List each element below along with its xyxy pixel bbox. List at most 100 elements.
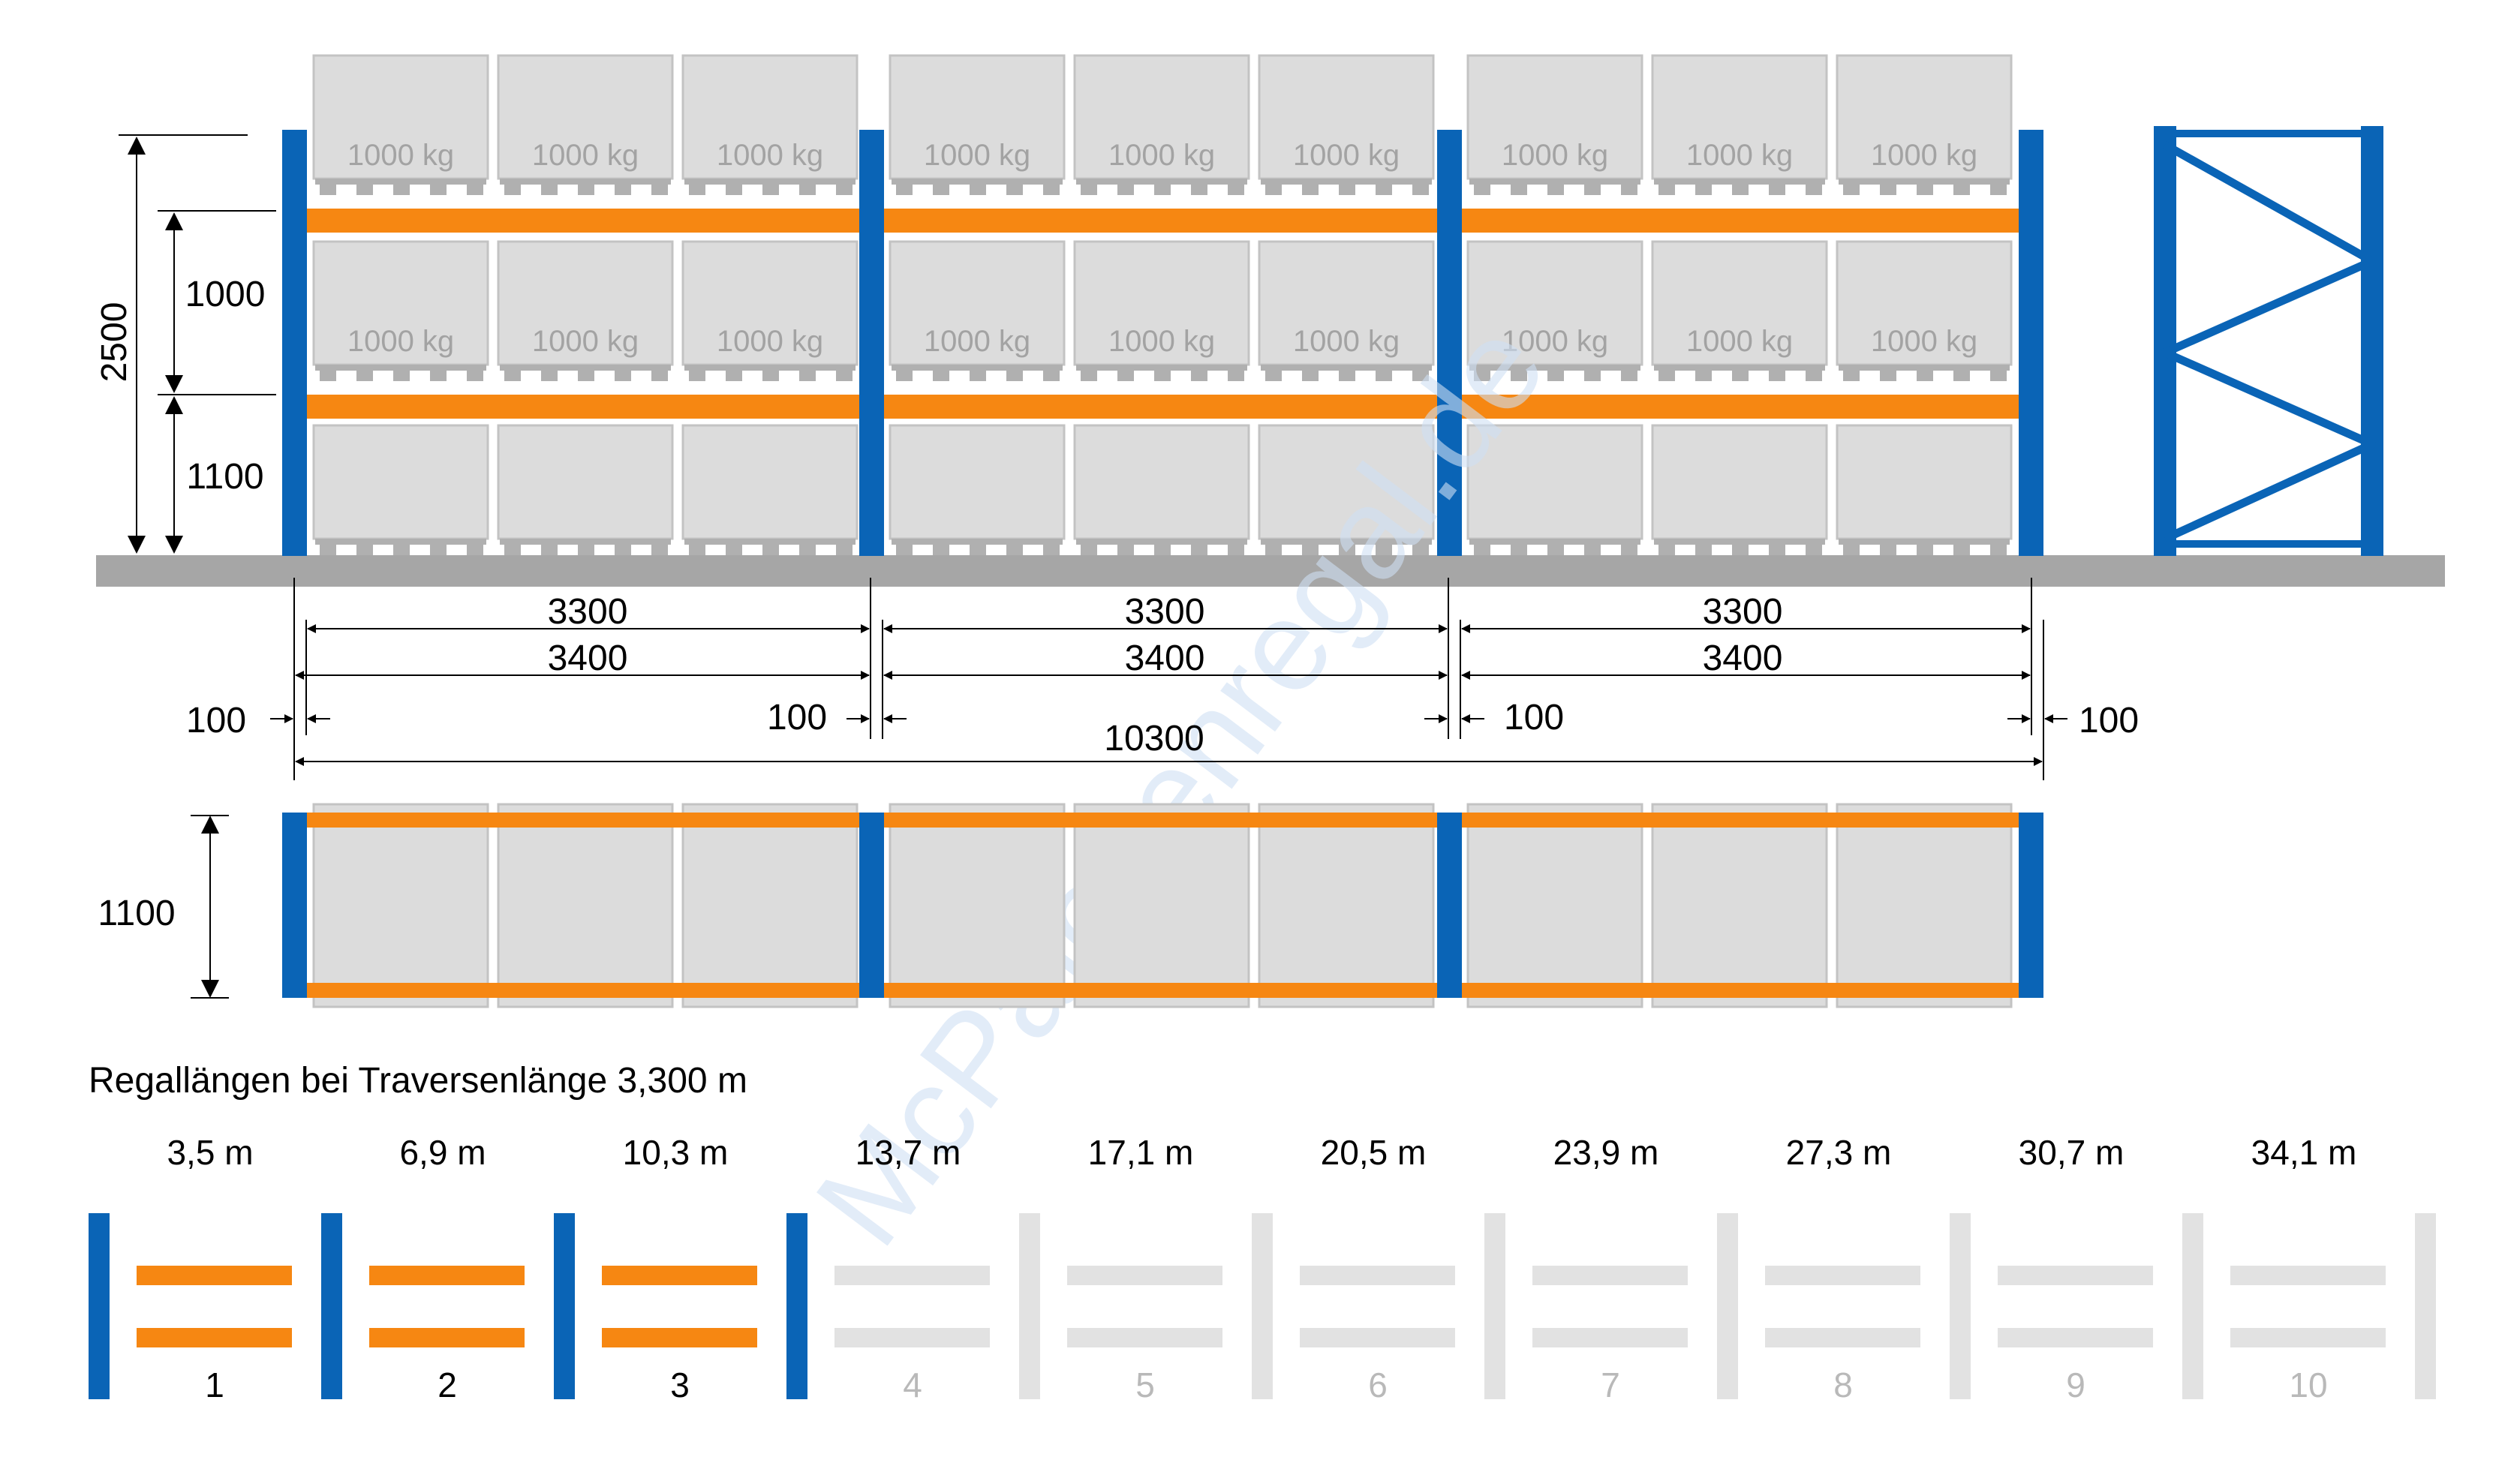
pallet-load-label: 1000 kg	[1686, 325, 1793, 358]
length-upright	[321, 1213, 342, 1399]
pallet-block	[1917, 545, 1933, 555]
pallet-deck	[1261, 365, 1432, 371]
pallet-block	[504, 185, 521, 195]
pallet	[1258, 424, 1435, 555]
pallet: 1000 kg	[1258, 54, 1435, 195]
pallet-box	[1258, 424, 1435, 540]
pallet-block	[1953, 371, 1970, 381]
pallet-block	[356, 371, 373, 381]
pallet-block	[970, 185, 986, 195]
pallet-block	[1990, 371, 2007, 381]
pallet-block	[393, 185, 410, 195]
pallet-box	[1466, 54, 1643, 180]
pallet-block	[799, 371, 816, 381]
pallet-block	[689, 185, 705, 195]
top-plan-view	[282, 803, 2043, 1008]
length-beam-lower	[1300, 1328, 1455, 1347]
pallet-block	[1474, 545, 1490, 555]
pallet-load-label: 1000 kg	[1502, 139, 1608, 172]
front-elevation: 1000 kg 1000 kg 1000 kg 1000 kg 1000 kg 1000 …	[96, 54, 2445, 587]
length-beam-upper	[369, 1266, 525, 1285]
pallet-block	[615, 371, 631, 381]
pallet-deck	[500, 539, 671, 545]
pallet-block	[1880, 185, 1896, 195]
pallet-deck	[1076, 365, 1247, 371]
pallet-block	[933, 371, 949, 381]
pallet	[681, 424, 859, 555]
pallet-deck	[1654, 179, 1825, 185]
dim-bay-clear-1: 3300	[548, 592, 628, 632]
length-value: 34,1 m	[2251, 1133, 2357, 1172]
length-index: 8	[1833, 1365, 1853, 1404]
height-dimensions	[119, 134, 276, 554]
length-index: 1	[205, 1365, 224, 1404]
pallet-box	[889, 54, 1066, 180]
pallet-deck	[1839, 539, 2010, 545]
pallet-block	[1769, 545, 1785, 555]
pallet-block	[1265, 371, 1282, 381]
dim-depth: 1100	[98, 894, 175, 933]
pallet-block	[1547, 185, 1564, 195]
pallet-block	[1953, 545, 1970, 555]
pallet-load-label: 1000 kg	[532, 139, 639, 172]
pallet-block	[1511, 545, 1527, 555]
floor	[96, 555, 2445, 587]
length-beam-upper	[137, 1266, 292, 1285]
pallet-block	[1265, 545, 1282, 555]
length-index: 5	[1135, 1365, 1155, 1404]
pallet-block	[1339, 185, 1355, 195]
length-index: 3	[670, 1365, 690, 1404]
length-option: 10,3 m 3	[554, 1133, 757, 1404]
upright	[859, 130, 884, 556]
pallet: 1000 kg	[681, 240, 859, 381]
pallet-block	[1806, 545, 1822, 555]
pallet-block	[467, 545, 483, 555]
pallet-block	[1695, 371, 1712, 381]
pallet-block	[1006, 545, 1023, 555]
length-value: 17,1 m	[1088, 1133, 1194, 1172]
length-index: 6	[1368, 1365, 1388, 1404]
pallet-box	[312, 54, 489, 180]
pallet-block	[320, 545, 336, 555]
pallet-block	[1339, 545, 1355, 555]
side-frame-post-left	[2154, 126, 2176, 556]
length-option: 3,5 m 1	[89, 1133, 292, 1404]
length-beam-upper	[2230, 1266, 2386, 1285]
pallet-block	[1117, 545, 1134, 555]
pallet	[1836, 424, 2013, 555]
length-value: 6,9 m	[399, 1133, 486, 1172]
dim-upright-inner-1: 100	[767, 698, 827, 738]
pallet-block	[726, 371, 742, 381]
dim-upright-right: 100	[2079, 701, 2139, 741]
pallet-load-label: 1000 kg	[347, 139, 454, 172]
pallet-load-label: 1000 kg	[1293, 325, 1400, 358]
pallet-block	[1990, 545, 2007, 555]
pallet-box	[1258, 240, 1435, 366]
pallet-block	[1117, 185, 1134, 195]
pallet-box	[681, 424, 859, 540]
pallet-block	[615, 545, 631, 555]
pallet-box	[1073, 424, 1250, 540]
pallet-block	[320, 185, 336, 195]
pallet-load-label: 1000 kg	[717, 139, 823, 172]
length-option: 30,7 m 9	[1950, 1133, 2153, 1404]
pallet: 1000 kg	[312, 240, 489, 381]
pallet-block	[1917, 185, 1933, 195]
length-option: 27,3 m 8	[1717, 1133, 1920, 1404]
pallet-box	[1836, 424, 2013, 540]
length-beam-lower	[369, 1328, 525, 1347]
pallet-deck	[1076, 179, 1247, 185]
pallet-block	[1658, 185, 1675, 195]
length-beam-upper	[1532, 1266, 1688, 1285]
length-beam-lower	[1765, 1328, 1920, 1347]
plan-uprights	[282, 813, 2043, 998]
beam-lower	[306, 395, 859, 419]
pallet-block	[1081, 185, 1097, 195]
beam-lower	[1460, 395, 2019, 419]
length-beam-upper	[1300, 1266, 1455, 1285]
pallet-block	[762, 545, 779, 555]
length-index: 4	[903, 1365, 922, 1404]
pallet-box	[497, 424, 674, 540]
plan-beam-rear	[883, 983, 1437, 998]
dim-bay-clear-3: 3300	[1703, 592, 1783, 632]
